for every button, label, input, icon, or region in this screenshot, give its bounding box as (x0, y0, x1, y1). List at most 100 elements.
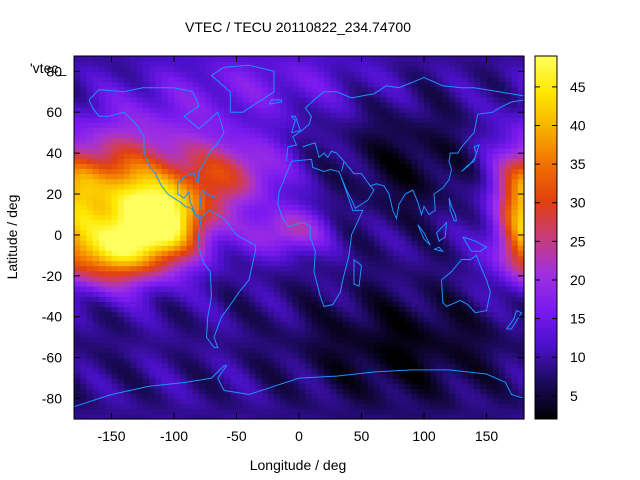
heatmap-cell (205, 168, 213, 175)
heatmap-cell (230, 326, 238, 333)
heatmap-cell (155, 367, 163, 374)
heatmap-cell (199, 219, 206, 226)
heatmap-cell (117, 188, 125, 195)
heatmap-cell (442, 372, 450, 379)
heatmap-cell (499, 367, 506, 374)
heatmap-cell (142, 398, 150, 405)
heatmap-cell (174, 383, 181, 389)
heatmap-cell (161, 81, 169, 88)
heatmap-cell (330, 214, 338, 221)
heatmap-cell (361, 163, 369, 170)
heatmap-cell (392, 291, 400, 297)
heatmap-cell (117, 378, 125, 384)
heatmap-cell (442, 153, 450, 159)
heatmap-cell (417, 342, 425, 349)
heatmap-cell (86, 158, 94, 164)
heatmap-cell (286, 153, 294, 159)
heatmap-cell (286, 347, 294, 354)
heatmap-cell (130, 219, 138, 226)
heatmap-cell (436, 209, 444, 216)
heatmap-cell (80, 163, 88, 170)
heatmap-cell (142, 234, 150, 241)
heatmap-cell (105, 183, 113, 190)
heatmap-cell (211, 224, 219, 231)
heatmap-cell (205, 413, 213, 420)
heatmap-cell (386, 183, 394, 190)
heatmap-cell (167, 96, 175, 103)
heatmap-cell (192, 413, 200, 420)
heatmap-cell (249, 408, 256, 415)
heatmap-cell (342, 199, 350, 205)
heatmap-cell (367, 112, 375, 118)
heatmap-cell (217, 188, 225, 195)
heatmap-cell (236, 388, 244, 395)
heatmap-cell (111, 229, 119, 236)
heatmap-cell (480, 301, 488, 308)
heatmap-cell (492, 122, 500, 129)
heatmap-cell (99, 352, 106, 359)
heatmap-cell (236, 280, 244, 287)
heatmap-cell (99, 408, 106, 415)
heatmap-cell (86, 163, 94, 170)
heatmap-cell (367, 362, 375, 369)
heatmap-cell (349, 209, 356, 216)
heatmap-cell (430, 342, 438, 349)
heatmap-cell (380, 219, 388, 226)
heatmap-cell (367, 199, 375, 205)
heatmap-cell (99, 383, 106, 389)
heatmap-cell (80, 260, 88, 267)
heatmap-cell (242, 91, 250, 98)
heatmap-cell (405, 224, 413, 231)
heatmap-cell (174, 255, 181, 262)
heatmap-cell (92, 413, 100, 420)
heatmap-cell (167, 122, 175, 129)
heatmap-cell (424, 183, 431, 190)
heatmap-cell (486, 270, 494, 277)
heatmap-cell (199, 275, 206, 282)
heatmap-cell (455, 183, 463, 190)
heatmap-cell (324, 347, 331, 354)
heatmap-cell (292, 234, 300, 241)
heatmap-cell (305, 378, 313, 384)
heatmap-cell (142, 132, 150, 139)
heatmap-cell (486, 388, 494, 395)
heatmap-cell (336, 178, 344, 185)
heatmap-cell (111, 102, 119, 108)
heatmap-cell (486, 178, 494, 185)
heatmap-cell (355, 255, 363, 262)
heatmap-cell (505, 378, 513, 384)
heatmap-cell (255, 378, 263, 384)
heatmap-cell (236, 286, 244, 292)
heatmap-cell (305, 76, 313, 83)
heatmap-cell (342, 142, 350, 149)
heatmap-cell (211, 127, 219, 134)
heatmap-cell (80, 102, 88, 108)
heatmap-cell (274, 296, 281, 303)
heatmap-cell (455, 173, 463, 180)
heatmap-cell (442, 347, 450, 354)
heatmap-cell (480, 413, 488, 420)
heatmap-cell (236, 337, 244, 343)
heatmap-cell (230, 260, 238, 267)
heatmap-cell (124, 127, 131, 134)
heatmap-cell (167, 337, 175, 343)
heatmap-cell (355, 332, 363, 338)
heatmap-cell (480, 66, 488, 72)
heatmap-cell (461, 332, 469, 338)
heatmap-cell (424, 224, 431, 231)
heatmap-cell (324, 357, 331, 364)
heatmap-cell (274, 347, 281, 354)
heatmap-cell (392, 219, 400, 226)
heatmap-cell (86, 301, 94, 308)
heatmap-cell (224, 178, 231, 185)
heatmap-cell (249, 403, 256, 410)
heatmap-cell (167, 265, 175, 272)
heatmap-cell (511, 66, 519, 72)
heatmap-cell (280, 306, 288, 313)
heatmap-cell (467, 301, 475, 308)
heatmap-cell (111, 388, 119, 395)
heatmap-cell (499, 224, 506, 231)
heatmap-cell (455, 153, 463, 159)
heatmap-cell (399, 234, 406, 241)
heatmap-cell (117, 148, 125, 154)
